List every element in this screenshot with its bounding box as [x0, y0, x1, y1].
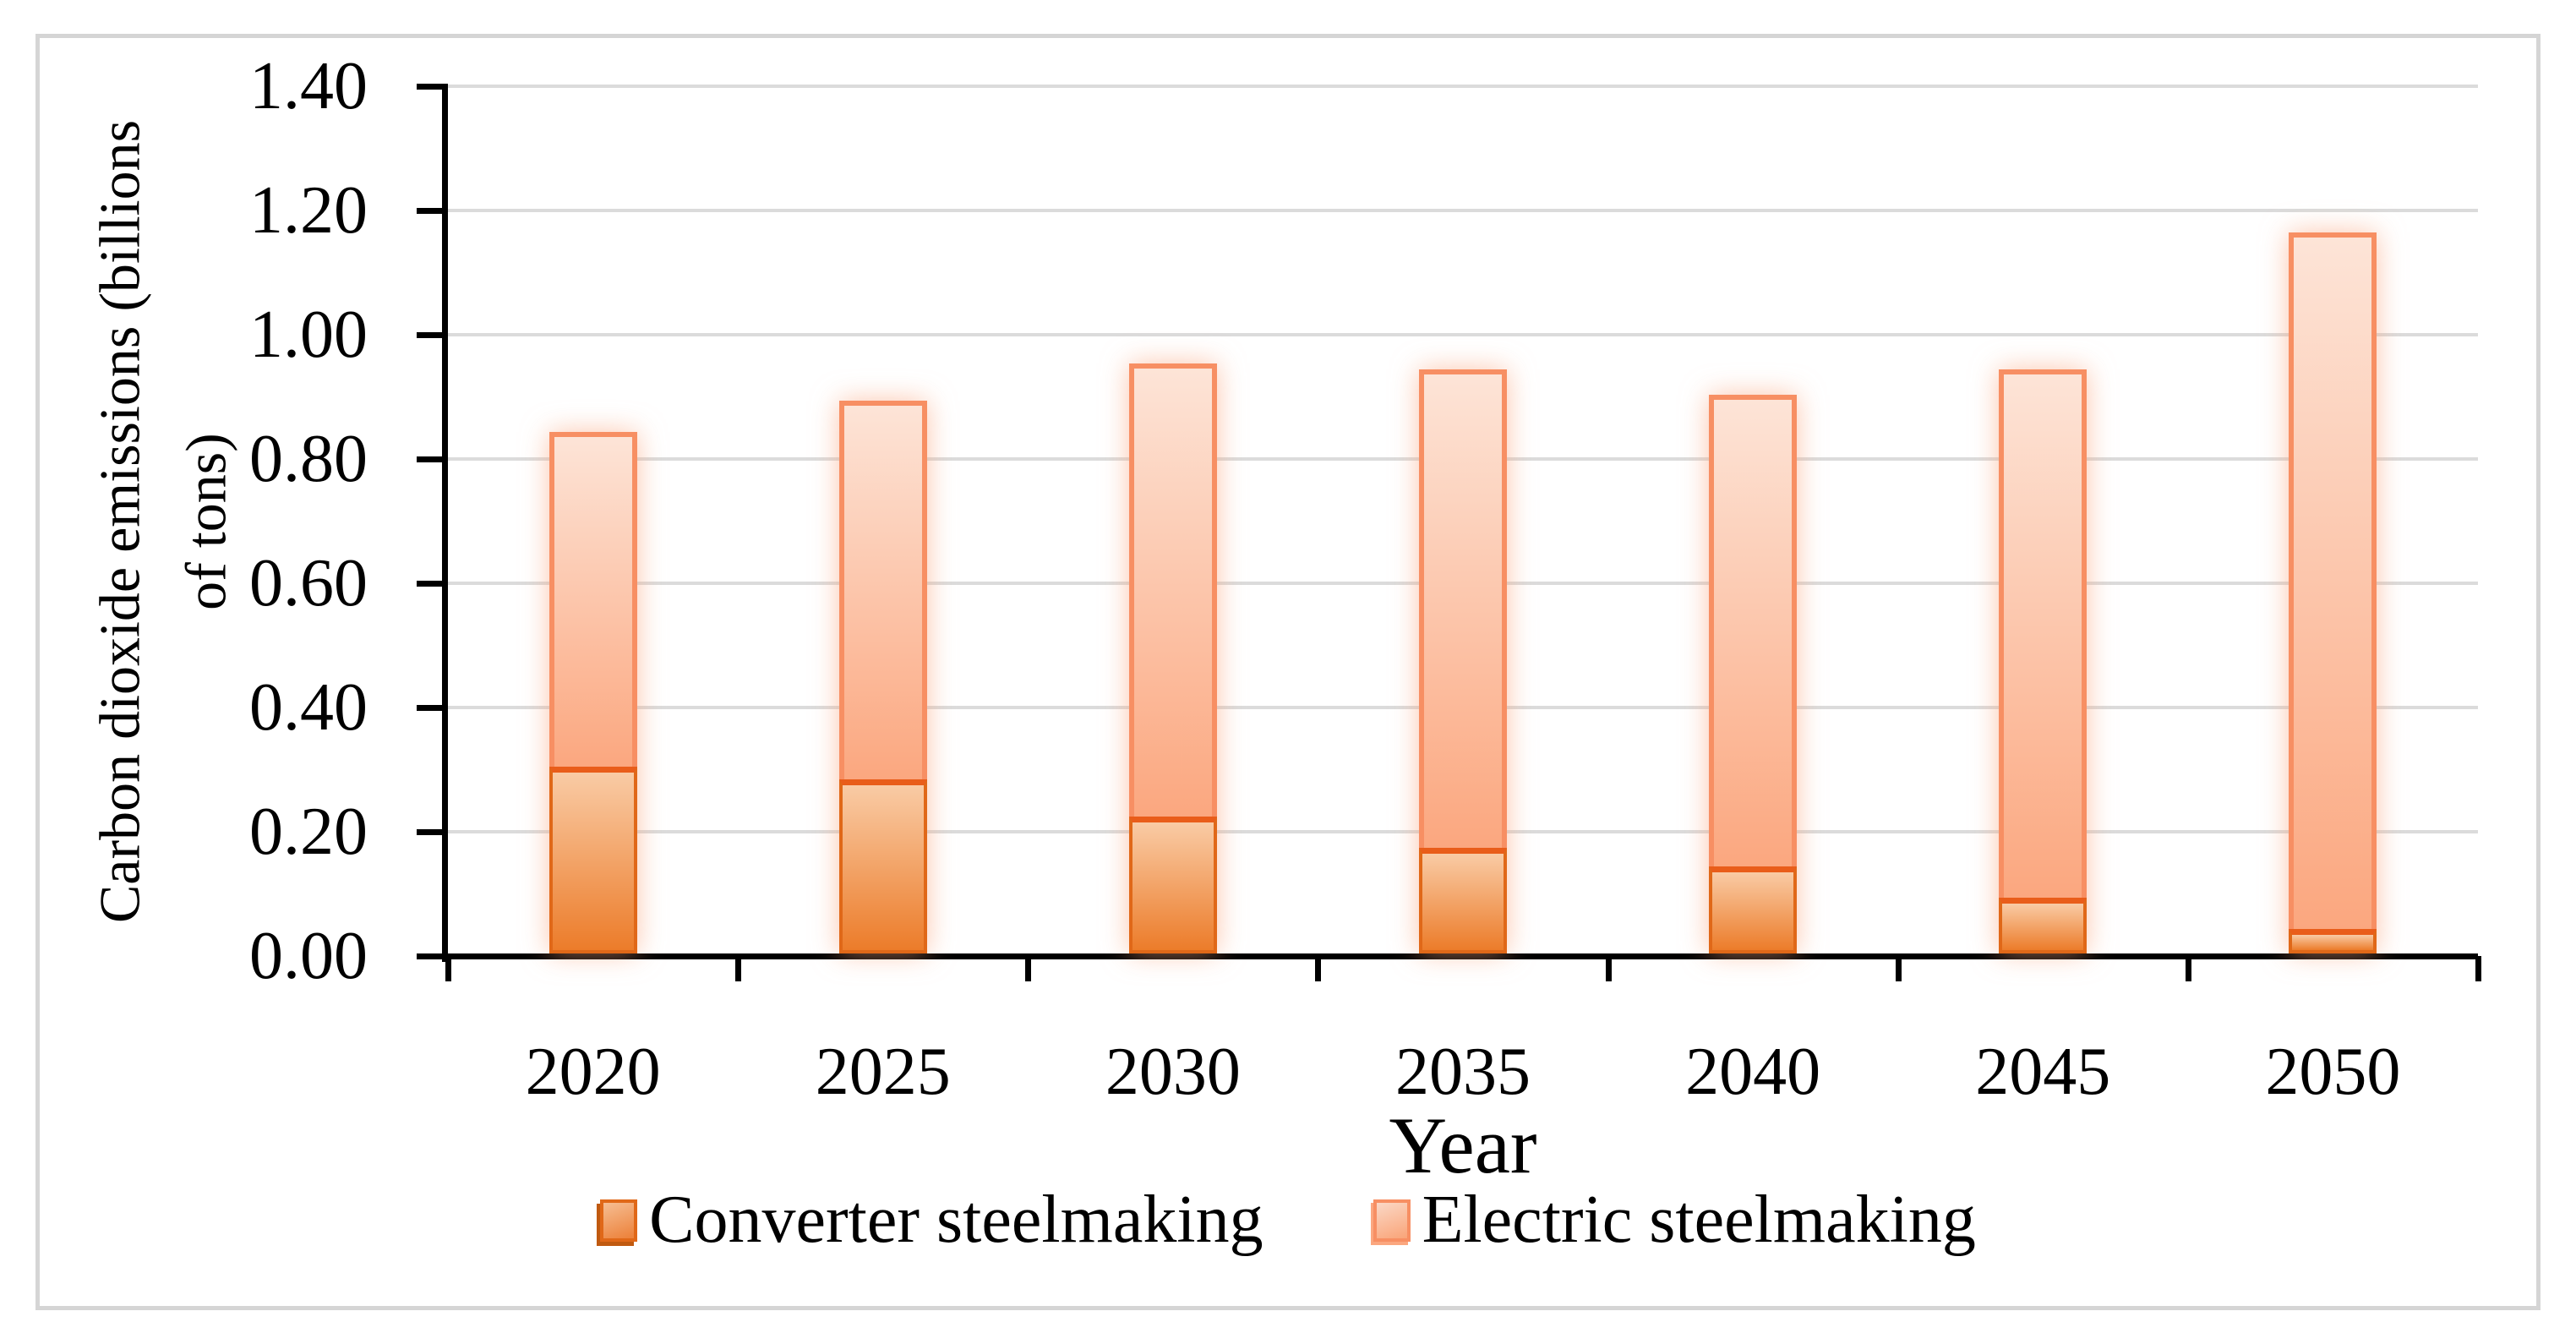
y-tick-label: 1.20: [249, 173, 368, 248]
bar-2045: [1999, 369, 2088, 953]
bar-2050-converter-segment: [2289, 928, 2377, 953]
gridline: [448, 209, 2478, 212]
y-axis-tick: [417, 456, 442, 462]
x-tick-label-2040: 2040: [1685, 1035, 1821, 1109]
y-axis-tick: [417, 332, 442, 338]
y-axis-tick: [417, 581, 442, 587]
bar-2040: [1709, 394, 1798, 954]
x-tick-label-2025: 2025: [815, 1035, 951, 1109]
converter-legend-swatch-icon: [600, 1199, 638, 1242]
x-axis-title: Year: [1389, 1101, 1537, 1190]
legend-label-electric: Electric steelmaking: [1422, 1183, 1976, 1257]
x-axis-tick: [1315, 956, 1322, 981]
x-axis-tick: [2185, 956, 2191, 981]
x-axis-line: [442, 953, 2478, 959]
bar-2040-converter-segment: [1709, 866, 1798, 953]
x-axis-tick: [445, 956, 451, 981]
bar-2025-electric-segment: [838, 400, 927, 780]
bar-2045-converter-segment: [1999, 897, 2088, 953]
y-axis-tick: [417, 84, 442, 90]
bar-2035-electric-segment: [1419, 369, 1507, 849]
x-axis-tick: [2475, 956, 2481, 981]
x-tick-label-2035: 2035: [1395, 1035, 1531, 1109]
x-tick-label-2050: 2050: [2265, 1035, 2401, 1109]
legend: Converter steelmaking Electric steelmaki…: [0, 1182, 2576, 1259]
electric-legend-swatch-icon: [1373, 1199, 1411, 1242]
figure-border: [35, 34, 2541, 1310]
y-tick-label: 0.60: [249, 546, 368, 620]
y-tick-label: 0.40: [249, 670, 368, 745]
bar-2035: [1419, 369, 1507, 953]
y-axis-tick: [417, 953, 442, 959]
bar-2030: [1128, 363, 1217, 953]
gridline: [448, 333, 2478, 336]
y-axis-tick: [417, 829, 442, 835]
bar-2040-electric-segment: [1709, 394, 1798, 867]
legend-item-electric: Electric steelmaking: [1373, 1182, 1976, 1259]
y-axis-tick: [417, 208, 442, 214]
y-tick-label: 0.20: [249, 795, 368, 869]
bar-2045-electric-segment: [1999, 369, 2088, 898]
x-tick-label-2020: 2020: [525, 1035, 661, 1109]
bar-2025: [838, 400, 927, 953]
bar-2020-electric-segment: [548, 431, 637, 768]
legend-label-converter: Converter steelmaking: [649, 1183, 1263, 1257]
y-tick-label: 1.00: [249, 298, 368, 372]
legend-item-converter: Converter steelmaking: [600, 1182, 1263, 1259]
y-tick-label: 0.80: [249, 422, 368, 496]
bar-2030-electric-segment: [1128, 363, 1217, 817]
x-axis-tick: [1895, 956, 1902, 981]
bar-2050-electric-segment: [2289, 232, 2377, 929]
x-tick-label-2045: 2045: [1975, 1035, 2111, 1109]
bar-2025-converter-segment: [838, 779, 927, 953]
x-axis-tick: [735, 956, 742, 981]
bar-2020: [548, 431, 637, 953]
bar-2050: [2289, 232, 2377, 953]
bar-2035-converter-segment: [1419, 848, 1507, 953]
bar-2020-converter-segment: [548, 767, 637, 953]
y-tick-label: 1.40: [249, 49, 368, 123]
x-tick-label-2030: 2030: [1105, 1035, 1241, 1109]
y-axis-tick: [417, 705, 442, 711]
x-axis-tick: [1605, 956, 1612, 981]
y-axis-line: [442, 84, 448, 962]
bar-2030-converter-segment: [1128, 817, 1217, 953]
gridline: [448, 85, 2478, 88]
x-axis-tick: [1025, 956, 1032, 981]
y-tick-label: 0.00: [249, 919, 368, 993]
